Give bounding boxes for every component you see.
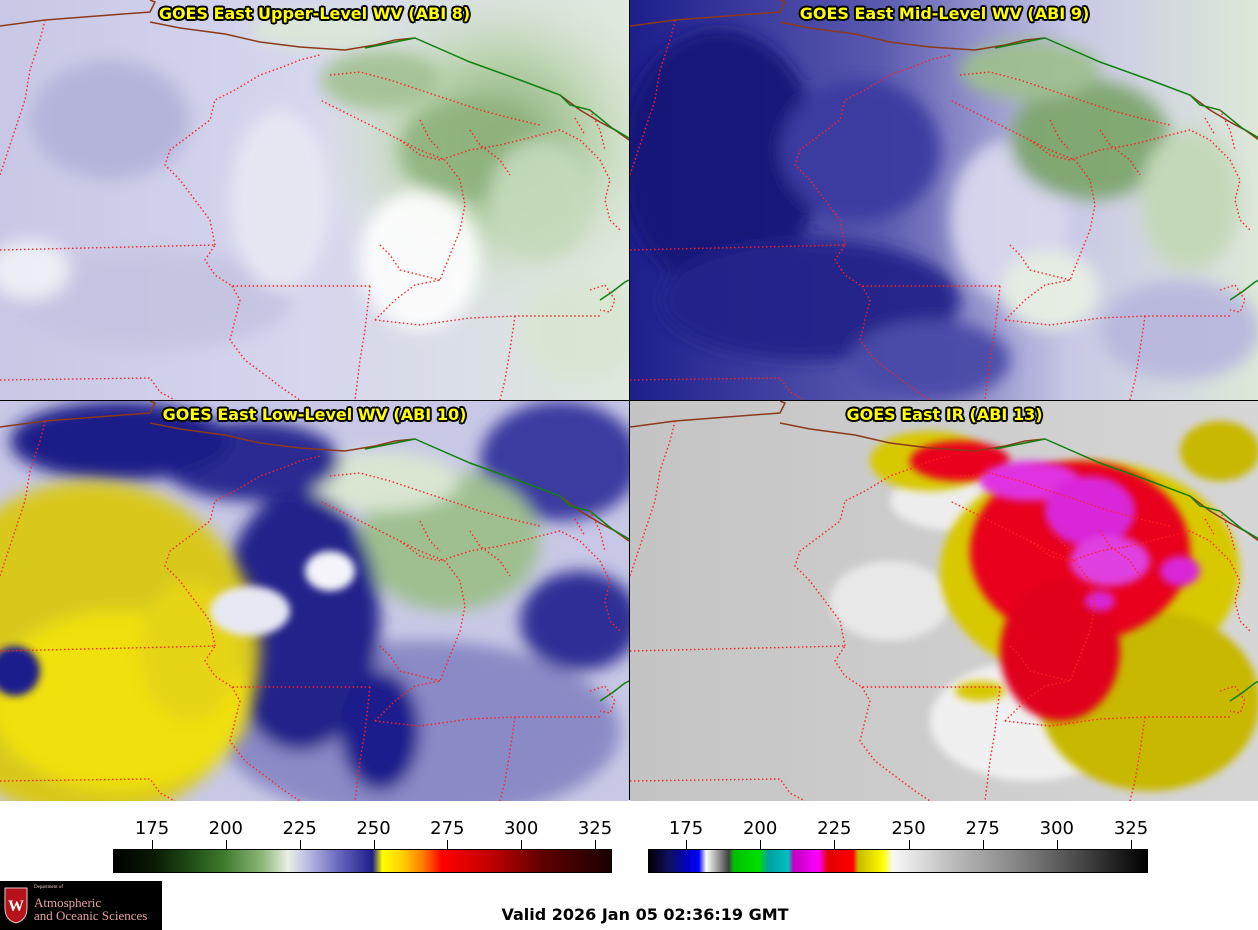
colorbar-tick-label: 300: [503, 818, 539, 839]
colorbar-tick: [299, 840, 301, 849]
colorbar-tick: [595, 840, 596, 849]
svg-text:W: W: [8, 898, 24, 915]
colorbar-tick: [760, 840, 762, 849]
ir-map: [630, 401, 1258, 801]
logo-line-2: Atmospheric: [34, 895, 102, 910]
panel-title: GOES East IR (ABI 13): [846, 405, 1043, 424]
low-level-wv-panel: GOES East Low-Level WV (ABI 10): [0, 401, 629, 801]
uw-crest-icon: W: [4, 887, 28, 924]
colorbar-tick-label: 250: [891, 818, 926, 839]
colorbar-tick-label: 225: [282, 818, 317, 839]
colorbar-tick-label: 275: [965, 818, 1000, 839]
colorbar-tick-label: 275: [430, 818, 465, 839]
colorbar-tick: [686, 840, 687, 849]
colorbar-tick: [1056, 840, 1058, 849]
mid-level-wv-map: [630, 0, 1258, 400]
colorbar-tick: [521, 840, 523, 849]
colorbar-tick: [152, 840, 153, 849]
colorbar-tick-label: 325: [1113, 818, 1149, 839]
colorbar-tick: [982, 840, 984, 849]
wv-colorbar: [113, 849, 612, 873]
colorbar-tick: [373, 840, 375, 849]
colorbar-tick: [225, 840, 227, 849]
panel-divider-horizontal: [0, 400, 1258, 401]
colorbar-tick-label: 175: [134, 818, 170, 839]
colorbar-tick: [834, 840, 836, 849]
ir-colorbar: [648, 849, 1148, 873]
panel-title: GOES East Mid-Level WV (ABI 9): [799, 4, 1090, 23]
upper-level-wv-map: [0, 0, 629, 400]
logo-line-1: Department of: [34, 885, 64, 890]
panel-title: GOES East Upper-Level WV (ABI 8): [158, 4, 471, 23]
colorbar-tick-label: 200: [742, 818, 778, 839]
colorbar-tick-label: 325: [577, 818, 613, 839]
low-level-wv-map: [0, 401, 629, 801]
colorbar-tick-label: 225: [817, 818, 852, 839]
logo-line-3: and Oceanic Sciences: [34, 908, 148, 923]
colorbar-tick-label: 250: [356, 818, 391, 839]
colorbar-tick-label: 300: [1039, 818, 1074, 839]
upper-level-wv-panel: GOES East Upper-Level WV (ABI 8): [0, 0, 629, 400]
colorbar-tick: [1131, 840, 1132, 849]
colorbar-tick: [447, 840, 449, 849]
ir-panel: GOES East IR (ABI 13): [630, 401, 1258, 801]
panel-title: GOES East Low-Level WV (ABI 10): [162, 405, 467, 424]
aos-logo: W Department of Atmospheric and Oceanic …: [0, 881, 162, 930]
mid-level-wv-panel: GOES East Mid-Level WV (ABI 9): [630, 0, 1258, 400]
colorbar-tick-label: 175: [668, 818, 704, 839]
colorbar-tick: [908, 840, 910, 849]
colorbar-tick-label: 200: [208, 818, 243, 839]
valid-time: Valid 2026 Jan 05 02:36:19 GMT: [501, 905, 789, 924]
